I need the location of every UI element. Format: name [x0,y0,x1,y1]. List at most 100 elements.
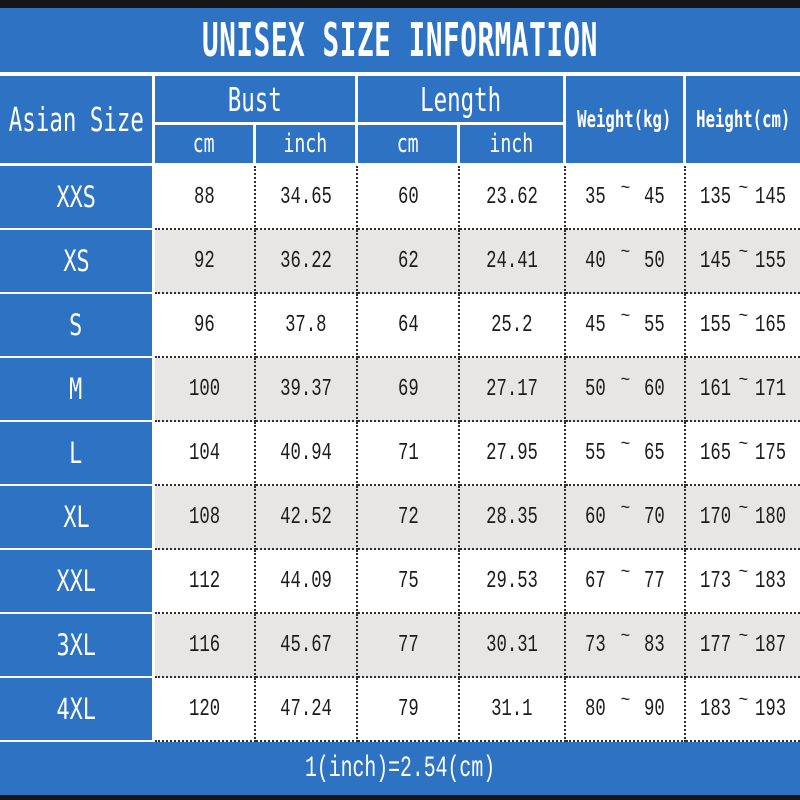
tilde-symbol: ~ [738,307,748,327]
size-cell: 4XL [0,678,155,742]
size-label: S [69,308,83,342]
height-range-cell: 135 ~145 [686,166,800,230]
length-inch-cell: 23.62 [460,166,566,230]
table-header: Asian Size Bust Length Weight(kg) Height… [0,76,800,163]
weight-range-cell: 50 ~60 [566,358,686,422]
size-label: XL [62,500,90,534]
height-min-value: 155 [700,311,732,339]
table-row: XXS 88 34.65 60 23.62 35 ~45 135 ~145 [0,166,800,230]
length-cm-cell: 69 [358,358,460,422]
size-label: XS [62,244,90,278]
weight-max-value: 55 [644,311,665,339]
bust-inch-value: 37.8 [285,311,327,339]
subheader-length-cm-label: cm [396,129,419,159]
top-border-bar [0,0,800,8]
bust-inch-value: 34.65 [280,183,332,211]
weight-min-value: 55 [585,439,606,467]
bust-cm-value: 96 [194,311,215,339]
length-cm-cell: 64 [358,294,460,358]
weight-max-value: 83 [644,631,665,659]
weight-max-value: 45 [644,183,665,211]
size-label: XXS [56,180,96,214]
height-max-value: 193 [754,695,786,723]
conversion-note: 1(inch)=2.54(cm) [304,751,496,786]
size-cell: 3XL [0,614,155,678]
weight-min-value: 60 [585,503,606,531]
bust-cm-cell: 108 [155,486,256,550]
length-cm-cell: 77 [358,614,460,678]
length-cm-value: 64 [397,311,419,339]
column-header-height-label: Height(cm) [695,106,791,133]
table-row: XS 92 36.22 62 24.41 40 ~50 145 ~155 [0,230,800,294]
column-header-length: Length [358,76,563,122]
height-min-value: 173 [700,567,732,595]
height-min-value: 145 [700,247,732,275]
length-inch-cell: 24.41 [460,230,566,294]
length-cm-value: 71 [397,439,419,467]
length-inch-cell: 27.17 [460,358,566,422]
column-header-height: Height(cm) [686,76,800,163]
height-min-value: 177 [700,631,732,659]
bust-inch-value: 40.94 [280,439,332,467]
weight-range-cell: 55 ~65 [566,422,686,486]
height-max-value: 145 [754,183,786,211]
length-inch-value: 27.17 [486,375,538,403]
weight-min-value: 80 [585,695,606,723]
bust-inch-cell: 42.52 [256,486,358,550]
weight-min-value: 45 [585,311,606,339]
bust-cm-value: 120 [188,695,221,723]
height-max-value: 171 [754,375,786,403]
tilde-symbol: ~ [738,371,748,391]
tilde-symbol: ~ [620,435,630,455]
column-header-bust-label: Bust [227,79,283,119]
height-range-cell: 155 ~165 [686,294,800,358]
tilde-symbol: ~ [620,371,630,391]
length-cm-cell: 79 [358,678,460,742]
length-cm-cell: 62 [358,230,460,294]
bust-inch-value: 45.67 [280,631,332,659]
length-cm-value: 69 [397,375,419,403]
height-min-value: 161 [700,375,732,403]
height-min-value: 135 [700,183,732,211]
height-max-value: 183 [754,567,786,595]
size-cell: XXL [0,550,155,614]
tilde-symbol: ~ [620,627,630,647]
bust-cm-cell: 112 [155,550,256,614]
size-cell: S [0,294,155,358]
size-cell: XL [0,486,155,550]
bust-inch-cell: 39.37 [256,358,358,422]
tilde-symbol: ~ [738,627,748,647]
length-inch-value: 27.95 [486,439,538,467]
column-header-asian-size-label: Asian Size [8,100,144,139]
bust-cm-value: 92 [194,247,215,275]
table-row: XXL 112 44.09 75 29.53 67 ~77 173 ~183 [0,550,800,614]
height-min-value: 165 [700,439,732,467]
bust-cm-cell: 88 [155,166,256,230]
column-header-length-label: Length [419,79,502,119]
size-label: L [69,436,83,470]
length-cm-value: 62 [397,247,419,275]
bust-inch-value: 47.24 [280,695,332,723]
subheader-bust-inch-label: inch [283,129,328,159]
length-cm-cell: 75 [358,550,460,614]
weight-max-value: 70 [644,503,665,531]
bust-cm-value: 108 [188,503,221,531]
size-label: 3XL [56,628,96,662]
tilde-symbol: ~ [738,563,748,583]
subheader-length-inch-label: inch [489,129,534,159]
length-inch-cell: 31.1 [460,678,566,742]
size-label: 4XL [56,692,96,726]
weight-range-cell: 60 ~70 [566,486,686,550]
size-cell: XS [0,230,155,294]
table-row: M 100 39.37 69 27.17 50 ~60 161 ~171 [0,358,800,422]
bust-cm-cell: 100 [155,358,256,422]
weight-min-value: 40 [585,247,606,275]
weight-range-cell: 45 ~55 [566,294,686,358]
size-cell: L [0,422,155,486]
bottom-border-bar [0,795,800,800]
height-range-cell: 165 ~175 [686,422,800,486]
bust-cm-cell: 92 [155,230,256,294]
tilde-symbol: ~ [620,243,630,263]
length-inch-cell: 29.53 [460,550,566,614]
tilde-symbol: ~ [620,691,630,711]
